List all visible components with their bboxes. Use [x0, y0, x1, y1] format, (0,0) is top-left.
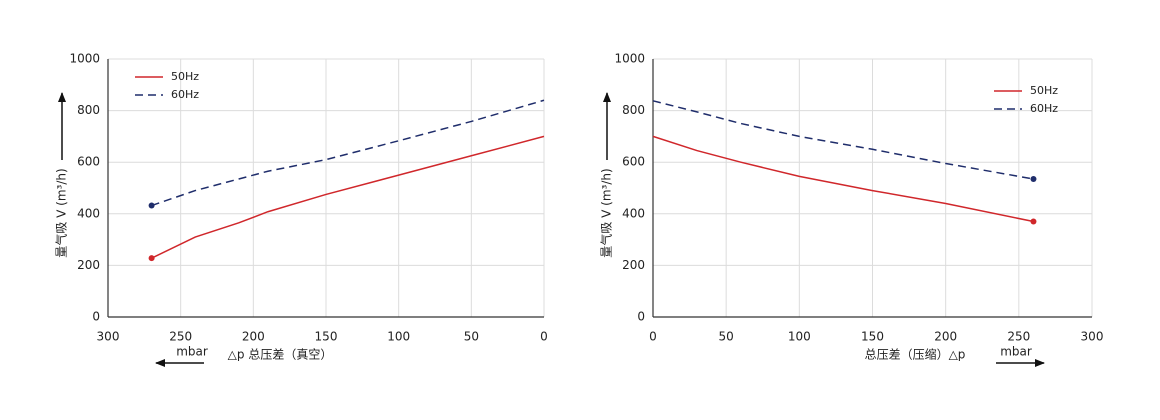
y-tick-label: 1000	[69, 52, 100, 66]
unit-label: mbar	[176, 345, 208, 359]
x-tick-label: 50	[464, 330, 479, 344]
x-tick-label: 0	[540, 330, 548, 344]
y-tick-label: 600	[77, 155, 100, 169]
y-axis-label: 量气吸 V (m³/h)	[599, 168, 614, 257]
y-tick-label: 400	[77, 206, 100, 220]
x-tick-label: 300	[97, 330, 120, 344]
y-tick-label: 400	[622, 206, 645, 220]
legend-label: 60Hz	[171, 88, 199, 101]
x-tick-label: 200	[242, 330, 265, 344]
x-tick-label: 200	[934, 330, 957, 344]
unit-label: mbar	[1000, 345, 1032, 359]
x-tick-label: 150	[861, 330, 884, 344]
x-tick-label: 300	[1081, 330, 1104, 344]
x-tick-label: 50	[719, 330, 734, 344]
series-line	[151, 99, 545, 207]
y-tick-label: 1000	[614, 52, 645, 66]
y-tick-label: 800	[622, 103, 645, 117]
x-axis-label: △p 总压差（真空）	[228, 348, 333, 362]
y-tick-label: 200	[77, 258, 100, 272]
end-marker	[148, 255, 155, 262]
end-marker	[1030, 218, 1037, 225]
x-tick-label: 250	[1007, 330, 1030, 344]
x-tick-label: 150	[315, 330, 338, 344]
x-tick-label: 250	[169, 330, 192, 344]
x-tick-label: 0	[649, 330, 657, 344]
end-marker	[148, 202, 155, 209]
x-tick-label: 100	[788, 330, 811, 344]
x-tick-label: 100	[387, 330, 410, 344]
series-line	[151, 135, 545, 259]
y-tick-label: 0	[637, 310, 645, 324]
legend-label: 50Hz	[1030, 84, 1058, 97]
end-marker	[1030, 175, 1037, 182]
series-line	[652, 135, 1034, 223]
y-tick-label: 800	[77, 103, 100, 117]
y-tick-label: 600	[622, 155, 645, 169]
x-axis-label: 总压差（压缩）△p	[865, 347, 966, 362]
series-line	[652, 100, 1034, 180]
y-axis-label: 量气吸 V (m³/h)	[54, 168, 69, 257]
legend-label: 60Hz	[1030, 102, 1058, 115]
y-tick-label: 200	[622, 258, 645, 272]
y-tick-label: 0	[92, 310, 100, 324]
legend-label: 50Hz	[171, 70, 199, 83]
